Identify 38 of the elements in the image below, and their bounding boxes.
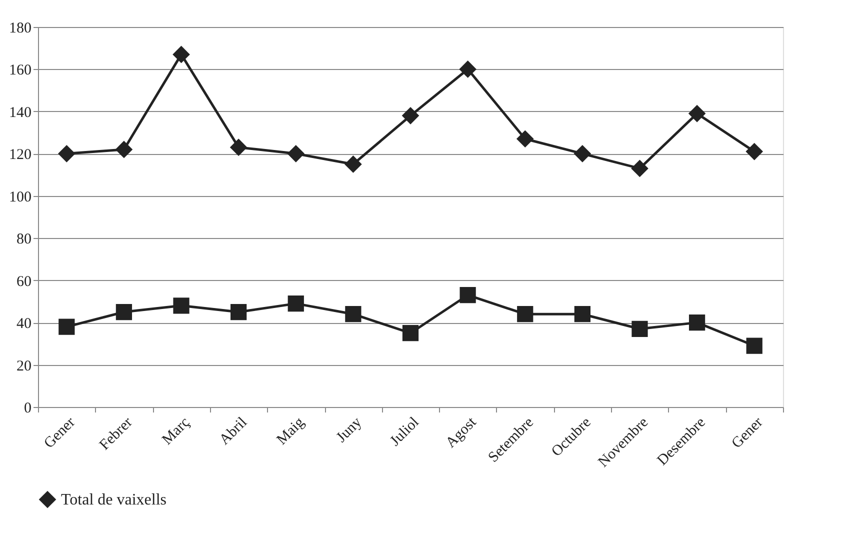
point xyxy=(173,298,190,314)
point xyxy=(402,325,419,342)
y-tick-label: 100 xyxy=(9,189,32,206)
point xyxy=(746,338,762,354)
y-tick-label: 40 xyxy=(16,316,32,332)
point xyxy=(574,306,590,322)
point xyxy=(402,107,420,124)
y-tick-label: 120 xyxy=(9,147,32,164)
point xyxy=(344,156,362,173)
y-tick-label: 80 xyxy=(16,232,32,248)
y-tick-label: 160 xyxy=(9,62,32,79)
point xyxy=(688,104,706,122)
y-tick-label: 180 xyxy=(9,20,32,36)
point xyxy=(746,142,764,160)
y-tick-label: 60 xyxy=(16,274,32,290)
legend-label: Total de vaixells xyxy=(61,492,167,508)
point xyxy=(115,140,133,158)
point xyxy=(116,304,132,320)
point xyxy=(58,318,75,335)
point xyxy=(288,295,304,312)
point xyxy=(631,160,648,178)
point xyxy=(459,60,476,78)
y-tick-label: 140 xyxy=(9,104,32,121)
point xyxy=(287,145,305,162)
y-tick-label: 0 xyxy=(24,400,32,416)
point xyxy=(460,287,476,304)
point xyxy=(516,130,534,148)
point xyxy=(230,138,248,156)
point xyxy=(688,314,706,331)
point xyxy=(172,46,190,64)
point xyxy=(345,306,362,322)
point xyxy=(632,320,648,337)
x-tick-label: Juny xyxy=(334,414,366,446)
point xyxy=(574,145,592,162)
y-tick-label: 20 xyxy=(16,358,32,374)
point xyxy=(58,145,76,162)
point xyxy=(517,306,534,322)
point xyxy=(230,304,247,320)
